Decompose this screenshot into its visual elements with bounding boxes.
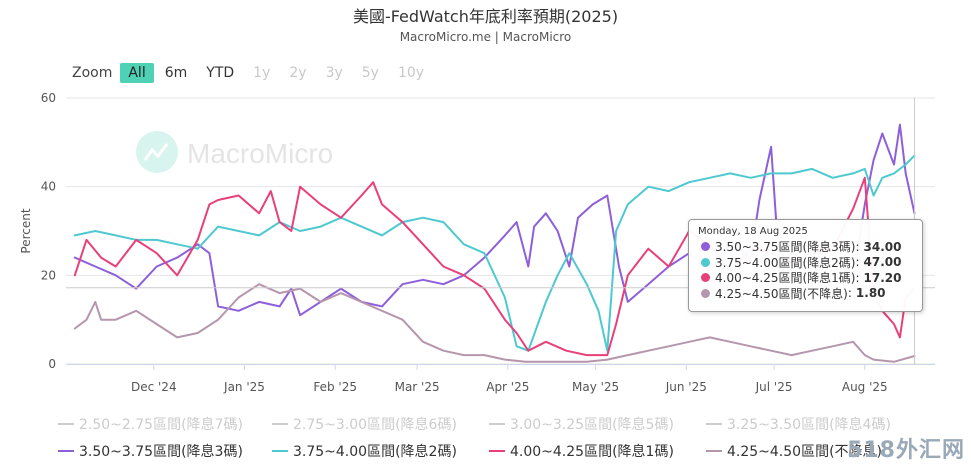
legend-line-icon bbox=[706, 450, 722, 452]
zoom-button-1y[interactable]: 1y bbox=[253, 65, 271, 81]
legend-line-icon bbox=[58, 423, 74, 425]
legend-item[interactable]: 4.00~4.25區間(降息1碼) bbox=[489, 441, 674, 461]
legend-item[interactable]: 2.50~2.75區間(降息7碼) bbox=[58, 414, 243, 434]
zoom-button-ytd[interactable]: YTD bbox=[206, 65, 235, 81]
watermark-text: MacroMicro bbox=[187, 138, 333, 169]
legend-line-icon bbox=[58, 450, 74, 452]
legend-item[interactable]: 3.75~4.00區間(降息2碼) bbox=[272, 441, 457, 461]
legend-line-icon bbox=[272, 423, 288, 425]
x-tick-label: Jul '25 bbox=[755, 380, 793, 394]
series-dot-icon bbox=[701, 257, 710, 267]
legend-item[interactable]: 3.50~3.75區間(降息3碼) bbox=[58, 441, 243, 461]
tooltip: Monday, 18 Aug 2025 3.50~3.75區間(降息3碼):34… bbox=[688, 219, 923, 312]
zoom-button-10y[interactable]: 10y bbox=[397, 65, 425, 81]
legend-line-icon bbox=[489, 423, 505, 425]
watermark: MacroMicro bbox=[136, 131, 333, 173]
tooltip-series-label: 3.50~3.75區間(降息3碼) bbox=[715, 240, 856, 255]
series-dot-icon bbox=[701, 288, 710, 298]
x-tick-label: Aug '25 bbox=[842, 380, 888, 394]
zoom-button-2y[interactable]: 2y bbox=[289, 65, 307, 81]
legend-line-icon bbox=[272, 450, 288, 452]
zoom-button-5y[interactable]: 5y bbox=[361, 65, 379, 81]
watermark-logo-mark bbox=[143, 143, 169, 161]
legend-label: 4.25~4.50區間(不降息) bbox=[727, 444, 882, 460]
legend-item[interactable]: 2.75~3.00區間(降息6碼) bbox=[272, 414, 457, 434]
x-tick-label: Jan '25 bbox=[223, 380, 265, 394]
legend-label: 3.00~3.25區間(降息5碼) bbox=[510, 417, 674, 433]
y-tick-label: 60 bbox=[41, 91, 56, 105]
y-axis: 0 20 40 60 Percent bbox=[19, 91, 56, 371]
tooltip-series-value: 17.20 bbox=[863, 270, 902, 285]
tooltip-series-label: 4.00~4.25區間(降息1碼) bbox=[715, 271, 856, 286]
zoom-button-6m[interactable]: 6m bbox=[164, 65, 188, 81]
zoom-button-3y[interactable]: 3y bbox=[325, 65, 343, 81]
tooltip-row: 3.75~4.00區間(降息2碼):47.00 bbox=[701, 255, 922, 271]
legend-label: 3.50~3.75區間(降息3碼) bbox=[79, 444, 243, 460]
y-tick-label: 40 bbox=[41, 180, 56, 194]
zoom-button-all[interactable]: All bbox=[120, 63, 154, 83]
legend-label: 3.25~3.50區間(降息4碼) bbox=[727, 417, 891, 433]
tooltip-date: Monday, 18 Aug 2025 bbox=[698, 226, 808, 237]
series-dot-icon bbox=[701, 273, 710, 283]
legend-row: 3.50~3.75區間(降息3碼) 3.75~4.00區間(降息2碼) 4.00… bbox=[0, 441, 971, 463]
tooltip-row: 3.50~3.75區間(降息3碼):34.00 bbox=[701, 239, 922, 255]
series-line[interactable] bbox=[73, 154, 916, 352]
legend-label: 2.75~3.00區間(降息6碼) bbox=[293, 417, 457, 433]
zoom-label: Zoom bbox=[72, 65, 113, 81]
series-dot-icon bbox=[701, 242, 710, 252]
legend-row: 2.50~2.75區間(降息7碼) 2.75~3.00區間(降息6碼) 3.00… bbox=[0, 414, 971, 436]
chart-title: 美國-FedWatch年底利率預期(2025) bbox=[352, 7, 619, 26]
x-tick-label: Dec '24 bbox=[131, 380, 177, 394]
tooltip-series-label: 4.25~4.50區間(不降息) bbox=[715, 286, 848, 301]
y-tick-label: 20 bbox=[41, 268, 56, 282]
x-tick-label: Apr '25 bbox=[486, 380, 529, 394]
x-tick-label: Mar '25 bbox=[395, 380, 440, 394]
tooltip-row: 4.00~4.25區間(降息1碼):17.20 bbox=[701, 270, 922, 286]
zoom-toolbar: Zoom All 6m YTD 1y 2y 3y 5y 10y bbox=[72, 61, 435, 85]
tooltip-series-value: 47.00 bbox=[863, 255, 902, 270]
legend-label: 4.00~4.25區間(降息1碼) bbox=[510, 444, 674, 460]
corner-watermark: 518外汇网 bbox=[847, 438, 965, 463]
legend-label: 3.75~4.00區間(降息2碼) bbox=[293, 444, 457, 460]
y-axis-label: Percent bbox=[19, 208, 33, 253]
legend-line-icon bbox=[706, 423, 722, 425]
tooltip-series-value: 34.00 bbox=[863, 239, 902, 254]
series-line[interactable] bbox=[73, 283, 916, 363]
legend-item[interactable]: 3.25~3.50區間(降息4碼) bbox=[706, 414, 891, 434]
legend-item[interactable]: 3.00~3.25區間(降息5碼) bbox=[489, 414, 674, 434]
tooltip-series-label: 3.75~4.00區間(降息2碼) bbox=[715, 255, 856, 270]
x-tick-label: May '25 bbox=[572, 380, 619, 394]
x-tick-label: Feb '25 bbox=[313, 380, 357, 394]
legend-line-icon bbox=[489, 450, 505, 452]
x-tick-label: Jun '25 bbox=[665, 380, 707, 394]
watermark-logo-icon bbox=[136, 131, 178, 173]
tooltip-row: 4.25~4.50區間(不降息):1.80 bbox=[701, 286, 922, 302]
legend-label: 2.50~2.75區間(降息7碼) bbox=[79, 417, 243, 433]
chart-subtitle: MacroMicro.me | MacroMicro bbox=[399, 30, 572, 44]
x-axis: Dec '24 Jan '25 Feb '25 Mar '25 Apr '25 May '… bbox=[66, 364, 935, 394]
line-chart[interactable]: MacroMicro 0 20 40 60 Percent Dec '24 Jan '25… bbox=[0, 0, 971, 410]
y-tick-label: 0 bbox=[48, 357, 56, 371]
tooltip-series-value: 1.80 bbox=[855, 286, 886, 301]
legend-item[interactable]: 4.25~4.50區間(不降息) bbox=[706, 441, 882, 461]
